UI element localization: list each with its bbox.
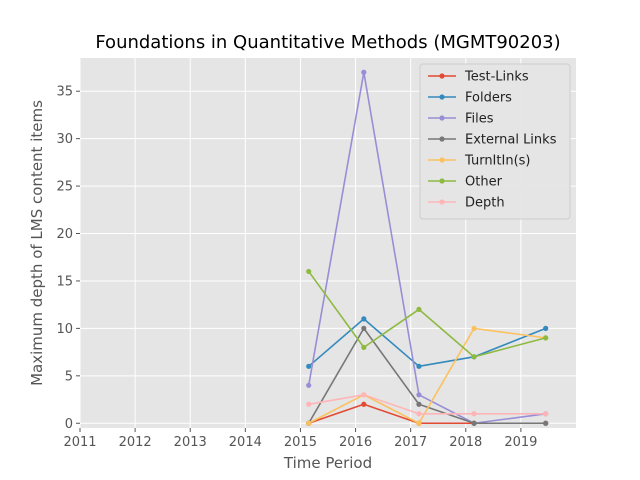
x-tick-label: 2018 <box>449 435 482 450</box>
legend-item-test-links: Test-Links <box>428 70 529 85</box>
data-point-folders <box>543 325 549 331</box>
legend-label: Depth <box>465 196 505 211</box>
data-point-other <box>361 344 367 350</box>
data-point-other <box>416 306 422 313</box>
legend-marker <box>439 94 445 100</box>
data-point-depth <box>471 411 477 417</box>
data-point-folders <box>361 316 367 322</box>
legend: Test-Links Folders Files External Links Turn… <box>419 63 571 220</box>
x-axis-ticks: 2011 2012 2013 2014 2015 2016 2017 2018 2019 <box>63 428 537 450</box>
chart-title: Foundations in Quantitative Methods (MGM… <box>95 32 560 53</box>
data-point-external-links <box>471 420 477 426</box>
y-tick-label: 25 <box>56 180 73 195</box>
data-point-other <box>543 335 549 341</box>
y-axis-label: Maximum depth of LMS content items <box>28 100 46 386</box>
legend-marker <box>439 199 445 205</box>
legend-marker <box>439 136 445 142</box>
data-point-depth <box>306 401 312 407</box>
x-tick-label: 2019 <box>504 435 537 450</box>
x-tick-label: 2015 <box>284 435 317 450</box>
data-point-turnitin-s <box>471 325 477 331</box>
series-other <box>306 268 549 360</box>
data-point-depth <box>543 411 549 417</box>
y-axis-ticks: 0 5 10 15 20 25 30 35 <box>56 85 80 432</box>
y-tick-label: 10 <box>56 322 73 337</box>
data-point-folders <box>416 363 422 369</box>
legend-marker <box>439 115 445 121</box>
data-point-test-links <box>361 401 367 407</box>
y-tick-label: 0 <box>65 417 73 432</box>
legend-marker <box>439 157 445 163</box>
x-tick-label: 2016 <box>339 435 372 450</box>
data-point-turnitin-s <box>416 420 422 426</box>
legend-label: Folders <box>465 91 512 106</box>
data-point-files <box>416 392 422 398</box>
data-point-folders <box>306 363 312 369</box>
series-folders <box>306 316 549 369</box>
y-tick-label: 20 <box>56 227 73 242</box>
y-tick-label: 15 <box>56 274 73 289</box>
legend-frame <box>419 63 571 220</box>
data-point-files <box>361 69 367 75</box>
legend-marker <box>439 178 445 184</box>
x-axis-label: Time Period <box>283 454 372 472</box>
data-point-depth <box>416 411 422 417</box>
data-point-external-links <box>361 325 367 331</box>
legend-label: Other <box>465 175 503 190</box>
series-depth <box>306 392 549 417</box>
y-tick-label: 35 <box>56 85 73 100</box>
data-point-depth <box>361 392 367 398</box>
y-tick-label: 5 <box>65 369 73 384</box>
legend-item-external-links: External Links <box>428 133 557 148</box>
legend-label: Test-Links <box>464 70 529 85</box>
data-point-external-links <box>416 401 422 407</box>
x-tick-label: 2017 <box>394 435 427 450</box>
x-tick-label: 2013 <box>174 435 207 450</box>
legend-item-folders: Folders <box>428 91 512 106</box>
legend-label: External Links <box>465 133 557 148</box>
x-tick-label: 2014 <box>229 435 262 450</box>
data-point-files <box>306 382 312 388</box>
x-tick-label: 2012 <box>119 435 152 450</box>
legend-item-other: Other <box>428 175 503 190</box>
legend-item-files: Files <box>428 112 494 127</box>
data-point-external-links <box>543 420 549 426</box>
series-group <box>306 69 549 426</box>
legend-marker <box>439 73 445 79</box>
x-tick-label: 2011 <box>63 435 96 450</box>
data-point-other <box>306 268 312 275</box>
legend-item-depth: Depth <box>428 196 505 211</box>
y-tick-label: 30 <box>56 132 73 147</box>
legend-item-turnitin-s: TurnItIn(s) <box>428 154 530 169</box>
data-point-other <box>471 354 477 360</box>
data-point-turnitin-s <box>306 420 312 426</box>
legend-label: TurnItIn(s) <box>464 154 530 169</box>
legend-label: Files <box>465 112 494 127</box>
